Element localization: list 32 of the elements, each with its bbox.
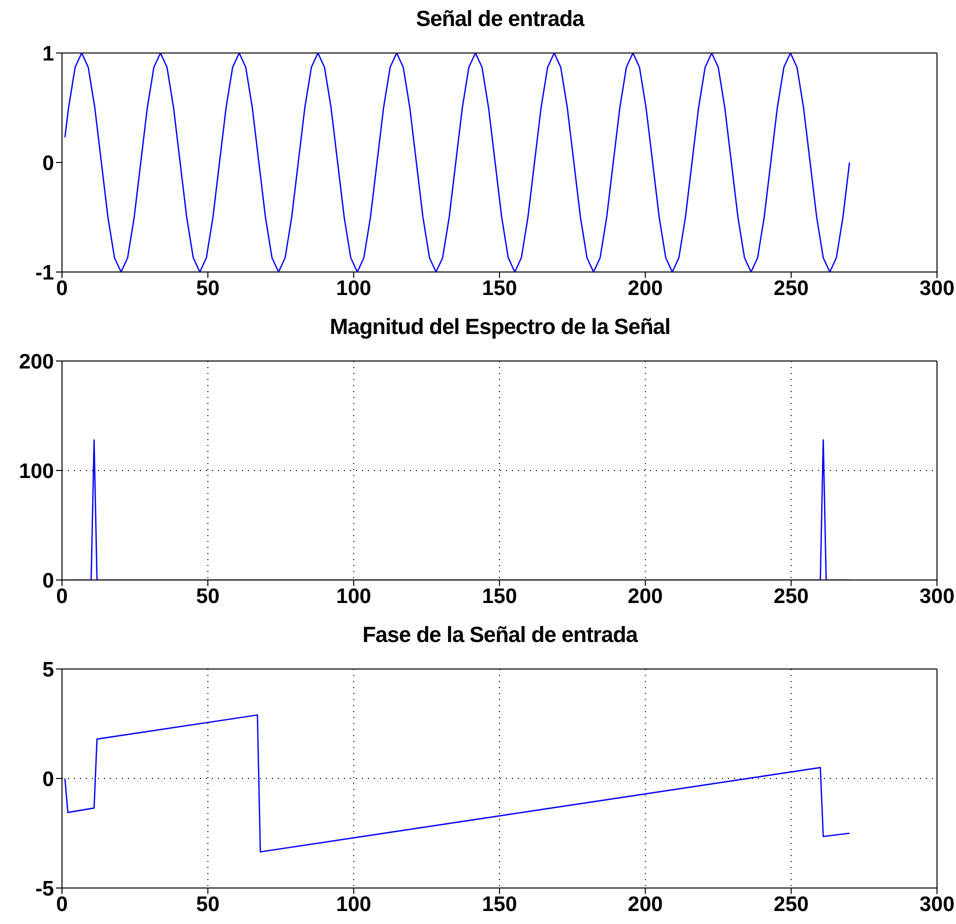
x-tick-label: 100 [336,892,372,916]
line-series [64,714,850,853]
chart-title: Magnitud del Espectro de la Señal [328,314,672,340]
x-tick-label: 150 [482,584,518,608]
line-series [64,53,850,272]
x-tick-label: 100 [336,276,372,300]
x-tick-label: 250 [774,892,809,916]
x-tick-label: 300 [919,276,955,300]
x-tick-label: 100 [336,584,372,608]
y-tick-label: 0 [42,569,54,592]
y-tick-label: 200 [18,350,54,374]
x-tick-label: 50 [196,276,220,300]
x-tick-label: 300 [919,584,955,608]
y-tick-label: 0 [42,768,54,791]
x-tick-label: 150 [482,276,518,300]
x-tick-label: 250 [774,584,809,608]
y-tick-label: 1 [42,42,54,66]
chart-title: Señal de entrada [414,6,586,32]
y-tick-label: 100 [18,460,54,483]
x-tick-label: 250 [774,276,809,300]
y-tick-label: 5 [42,658,54,682]
x-tick-label: 50 [196,584,220,608]
chart-title: Fase de la Señal de entrada [361,622,640,648]
x-tick-label: 200 [628,892,663,916]
x-tick-label: 50 [196,892,220,916]
x-tick-label: 150 [482,892,518,916]
y-tick-label: 0 [42,152,54,175]
x-tick-label: 200 [628,276,663,300]
x-tick-label: 200 [628,584,663,608]
y-tick-label: -5 [35,877,54,900]
x-tick-label: 300 [919,892,955,916]
y-tick-label: -1 [35,261,54,284]
